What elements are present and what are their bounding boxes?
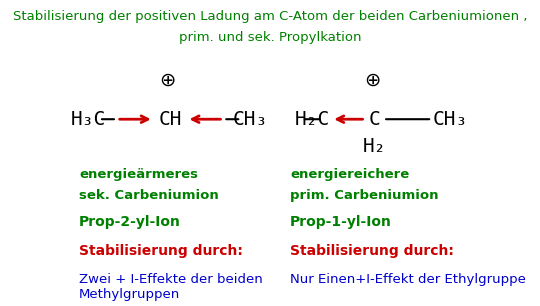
Text: Stabilisierung durch:: Stabilisierung durch: — [290, 244, 454, 258]
Text: H₂: H₂ — [362, 136, 386, 155]
Text: prim. und sek. Propylkation: prim. und sek. Propylkation — [179, 31, 361, 44]
Text: energiereichere: energiereichere — [290, 168, 409, 181]
Text: ⊕: ⊕ — [160, 71, 176, 90]
Text: H₂C: H₂C — [294, 110, 330, 129]
Text: Nur Einen+I-Effekt der Ethylgruppe: Nur Einen+I-Effekt der Ethylgruppe — [290, 273, 526, 286]
Text: Stabilisierung durch:: Stabilisierung durch: — [79, 244, 243, 258]
Text: H₃C: H₃C — [70, 110, 106, 129]
Text: sek. Carbeniumion: sek. Carbeniumion — [79, 189, 219, 202]
Text: CH₃: CH₃ — [232, 110, 268, 129]
Text: Prop-1-yl-Ion: Prop-1-yl-Ion — [290, 215, 392, 229]
Text: Prop-2-yl-Ion: Prop-2-yl-Ion — [79, 215, 181, 229]
Text: CH₃: CH₃ — [432, 110, 468, 129]
Text: C: C — [368, 110, 380, 129]
Text: energieärmeres: energieärmeres — [79, 168, 198, 181]
Text: CH: CH — [158, 110, 182, 129]
Text: Zwei + I-Effekte der beiden
Methylgruppen: Zwei + I-Effekte der beiden Methylgruppe… — [79, 273, 263, 301]
Text: Stabilisierung der positiven Ladung am C-Atom der beiden Carbeniumionen ,: Stabilisierung der positiven Ladung am C… — [13, 10, 527, 24]
Text: ⊕: ⊕ — [364, 71, 380, 90]
Text: prim. Carbeniumion: prim. Carbeniumion — [290, 189, 438, 202]
